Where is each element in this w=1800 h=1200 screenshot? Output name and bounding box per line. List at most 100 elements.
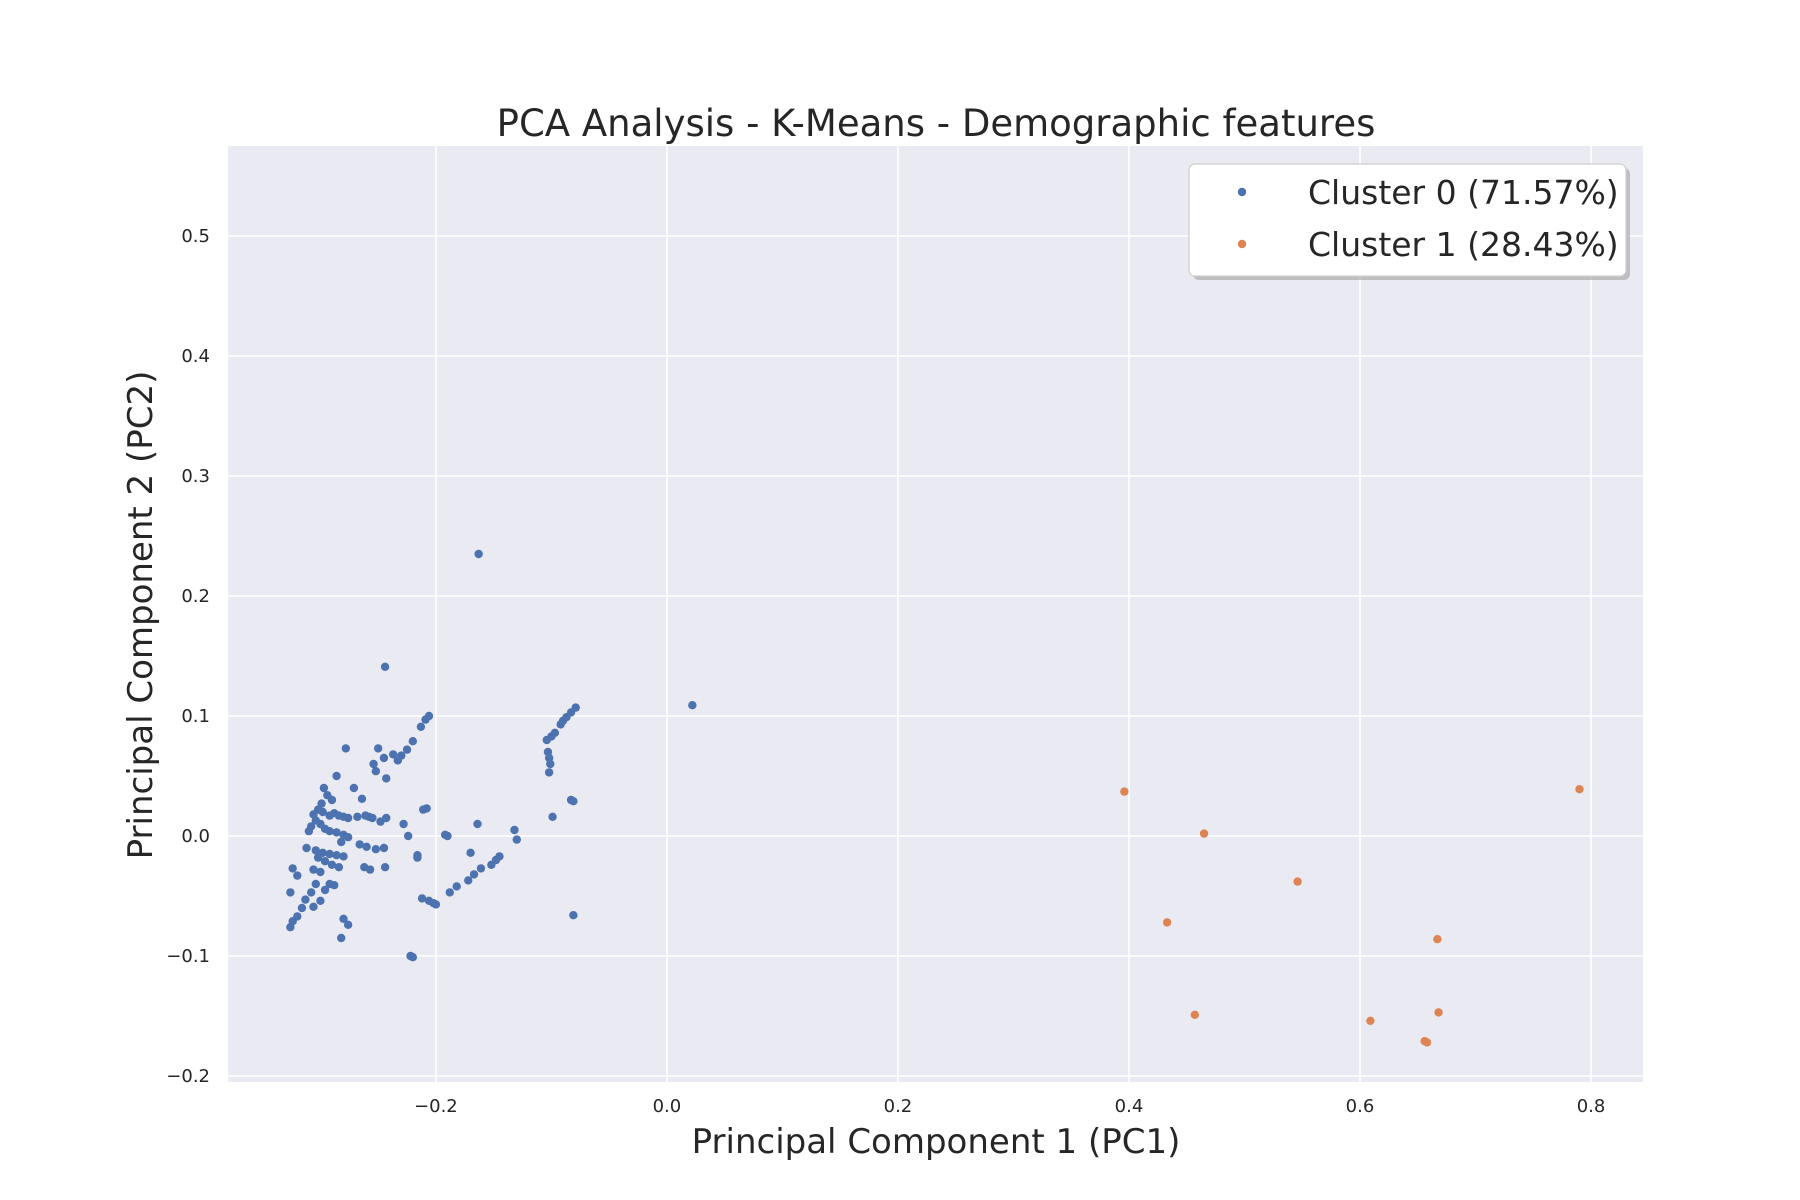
data-point <box>571 703 580 712</box>
data-point <box>380 662 390 671</box>
data-point <box>393 756 402 765</box>
data-point <box>510 825 519 835</box>
data-point <box>353 812 362 821</box>
data-point <box>1199 829 1209 838</box>
data-point <box>306 888 316 897</box>
y-tick-label: 0.5 <box>181 226 210 247</box>
plot-area <box>228 146 1643 1082</box>
data-point <box>569 911 578 920</box>
data-point <box>288 864 297 873</box>
data-point <box>337 837 346 847</box>
data-point <box>364 812 374 821</box>
y-tick-label: −0.1 <box>166 946 210 967</box>
data-point <box>382 813 391 823</box>
series-1-points <box>1120 785 1584 1047</box>
legend-entry-label: Cluster 0 (71.57%) <box>1308 173 1619 212</box>
data-point <box>382 774 391 783</box>
data-point <box>388 750 398 759</box>
data-point <box>473 819 482 829</box>
data-point <box>320 885 330 895</box>
y-axis-label: Principal Component 2 (PC2) <box>121 371 161 860</box>
series-0-points <box>286 549 697 962</box>
data-point <box>355 840 364 849</box>
data-point <box>330 881 339 890</box>
data-point <box>548 812 557 821</box>
data-point <box>403 831 413 841</box>
legend-box <box>1188 163 1627 277</box>
x-axis-label: Principal Component 1 (PC1) <box>692 1122 1181 1162</box>
data-point <box>550 728 560 737</box>
y-tick-label: 0.4 <box>181 346 210 367</box>
x-tick-label: 0.8 <box>1577 1096 1606 1117</box>
data-point <box>349 783 359 793</box>
data-point <box>476 864 486 873</box>
x-axis-ticks: −0.2 0.0 0.2 0.4 0.6 0.8 <box>414 1096 1605 1117</box>
data-point <box>365 865 375 874</box>
data-point <box>408 953 418 962</box>
data-point <box>327 795 337 805</box>
data-point <box>1120 787 1129 796</box>
data-point <box>544 768 554 777</box>
chart-title: PCA Analysis - K-Means - Demographic fea… <box>497 102 1376 145</box>
data-point <box>319 783 329 793</box>
legend-entry-label: Cluster 1 (28.43%) <box>1308 225 1619 264</box>
data-point <box>443 831 452 841</box>
data-point <box>1575 785 1584 794</box>
legend-marker <box>1237 239 1247 249</box>
x-tick-label: 0.4 <box>1115 1096 1144 1117</box>
data-point <box>445 888 454 897</box>
data-point <box>357 794 367 803</box>
data-point <box>402 745 412 754</box>
data-point <box>327 860 337 869</box>
data-point <box>546 759 555 769</box>
data-point <box>379 843 389 853</box>
data-point <box>297 903 307 913</box>
data-point <box>569 797 578 806</box>
y-axis-ticks: −0.2 −0.1 0.0 0.1 0.2 0.3 0.4 0.5 <box>166 226 210 1087</box>
data-point <box>399 819 408 829</box>
data-point <box>320 857 330 866</box>
data-point <box>408 737 418 746</box>
legend-marker <box>1237 187 1247 197</box>
y-tick-label: 0.3 <box>181 466 210 487</box>
data-point <box>1433 935 1442 944</box>
data-point <box>413 851 422 860</box>
data-point <box>334 863 344 872</box>
legend: Cluster 0 (71.57%) Cluster 1 (28.43%) <box>1188 163 1630 280</box>
data-point <box>318 807 327 817</box>
data-point <box>337 933 346 943</box>
data-point <box>362 842 371 851</box>
data-point <box>431 900 441 909</box>
data-point <box>1162 918 1172 927</box>
data-point <box>380 863 390 872</box>
data-point <box>316 867 325 877</box>
data-point <box>341 744 351 753</box>
data-point <box>286 923 295 932</box>
data-point <box>422 804 431 813</box>
data-point <box>369 759 378 769</box>
data-point <box>379 753 389 763</box>
x-tick-label: 0.2 <box>884 1096 913 1117</box>
data-point <box>371 767 381 776</box>
data-point <box>474 549 483 559</box>
data-point <box>339 852 348 861</box>
data-point <box>343 813 353 823</box>
data-point <box>371 845 381 854</box>
data-point <box>309 902 318 911</box>
data-point <box>452 882 461 891</box>
data-point <box>1434 1008 1443 1017</box>
data-point <box>343 920 353 929</box>
data-point <box>688 701 697 710</box>
data-point <box>304 827 314 836</box>
data-point <box>311 846 320 855</box>
data-point <box>325 827 334 836</box>
data-point <box>417 894 427 903</box>
data-point <box>309 865 318 874</box>
data-point <box>313 853 323 862</box>
data-point <box>332 828 341 837</box>
data-point <box>316 896 325 905</box>
data-point <box>512 835 521 844</box>
data-point <box>311 879 320 889</box>
data-point <box>293 871 302 880</box>
